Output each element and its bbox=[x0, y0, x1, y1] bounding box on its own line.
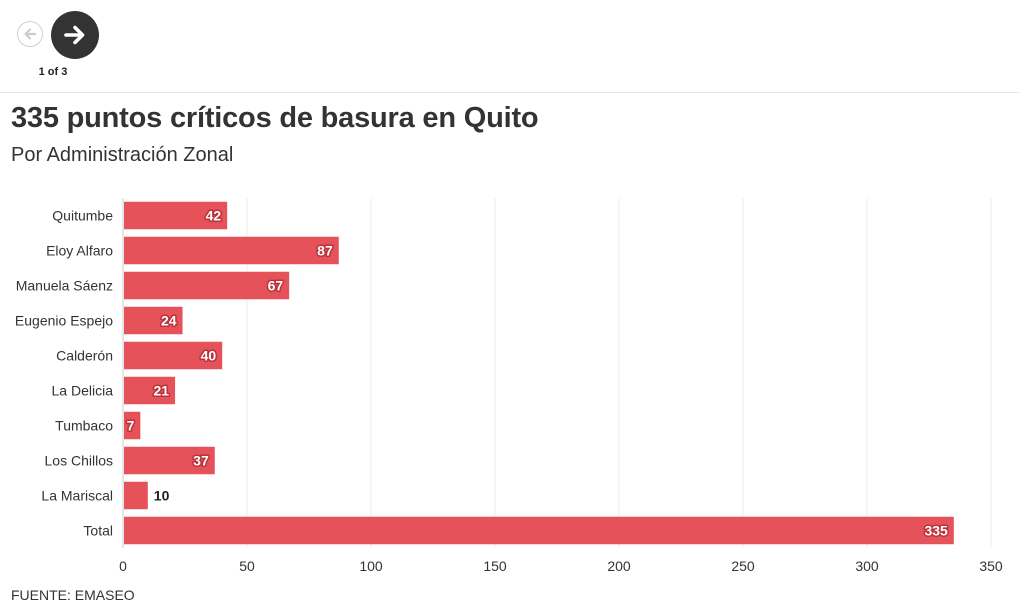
page-indicator: 1 of 3 bbox=[38, 66, 68, 78]
x-tick-label: 100 bbox=[359, 558, 383, 574]
data-label: 42 bbox=[206, 208, 222, 224]
data-label: 67 bbox=[268, 278, 284, 294]
category-label: Los Chillos bbox=[45, 453, 113, 469]
bar bbox=[124, 201, 228, 230]
x-tick-label: 0 bbox=[119, 558, 127, 574]
category-label: Quitumbe bbox=[52, 208, 113, 224]
data-label: 10 bbox=[154, 488, 170, 504]
arrow-left-icon bbox=[24, 28, 37, 40]
category-label: La Delicia bbox=[52, 383, 114, 399]
chart-title: 335 puntos críticos de basura en Quito bbox=[11, 102, 539, 134]
bar bbox=[124, 236, 339, 265]
x-tick-label: 250 bbox=[731, 558, 755, 574]
category-label: Eugenio Espejo bbox=[15, 313, 113, 329]
data-label: 87 bbox=[317, 243, 333, 259]
source-note: FUENTE: EMASEO bbox=[11, 587, 135, 603]
bar bbox=[124, 481, 148, 510]
bar bbox=[124, 411, 141, 440]
data-label: 7 bbox=[127, 418, 135, 434]
x-tick-label: 350 bbox=[979, 558, 1003, 574]
category-label: Manuela Sáenz bbox=[16, 278, 113, 294]
bar bbox=[124, 376, 176, 405]
data-label: 37 bbox=[193, 453, 209, 469]
category-label: Total bbox=[83, 523, 113, 539]
x-tick-label: 150 bbox=[483, 558, 507, 574]
category-label: La Mariscal bbox=[41, 488, 113, 504]
data-label: 335 bbox=[924, 523, 948, 539]
bar-chart: 0 50 100 150 200 250 300 350 Quitumbe 42 Eloy Alfa… bbox=[15, 198, 1003, 574]
data-label: 40 bbox=[201, 348, 217, 364]
previous-button[interactable] bbox=[17, 21, 43, 47]
bar bbox=[124, 271, 290, 300]
arrow-right-icon bbox=[64, 25, 85, 45]
bar bbox=[124, 341, 223, 370]
chart-subtitle: Por Administración Zonal bbox=[11, 144, 234, 166]
bar bbox=[124, 446, 215, 475]
data-label: 24 bbox=[161, 313, 177, 329]
bar bbox=[124, 516, 954, 545]
x-tick-label: 300 bbox=[855, 558, 879, 574]
category-label: Tumbaco bbox=[55, 418, 113, 434]
data-label: 21 bbox=[154, 383, 170, 399]
navigation-bar: 1 of 3 bbox=[0, 0, 1020, 93]
x-tick-label: 50 bbox=[239, 558, 255, 574]
category-label: Eloy Alfaro bbox=[46, 243, 113, 259]
bar bbox=[124, 306, 183, 335]
x-tick-label: 200 bbox=[607, 558, 631, 574]
category-label: Calderón bbox=[56, 348, 113, 364]
next-button[interactable] bbox=[51, 11, 99, 59]
